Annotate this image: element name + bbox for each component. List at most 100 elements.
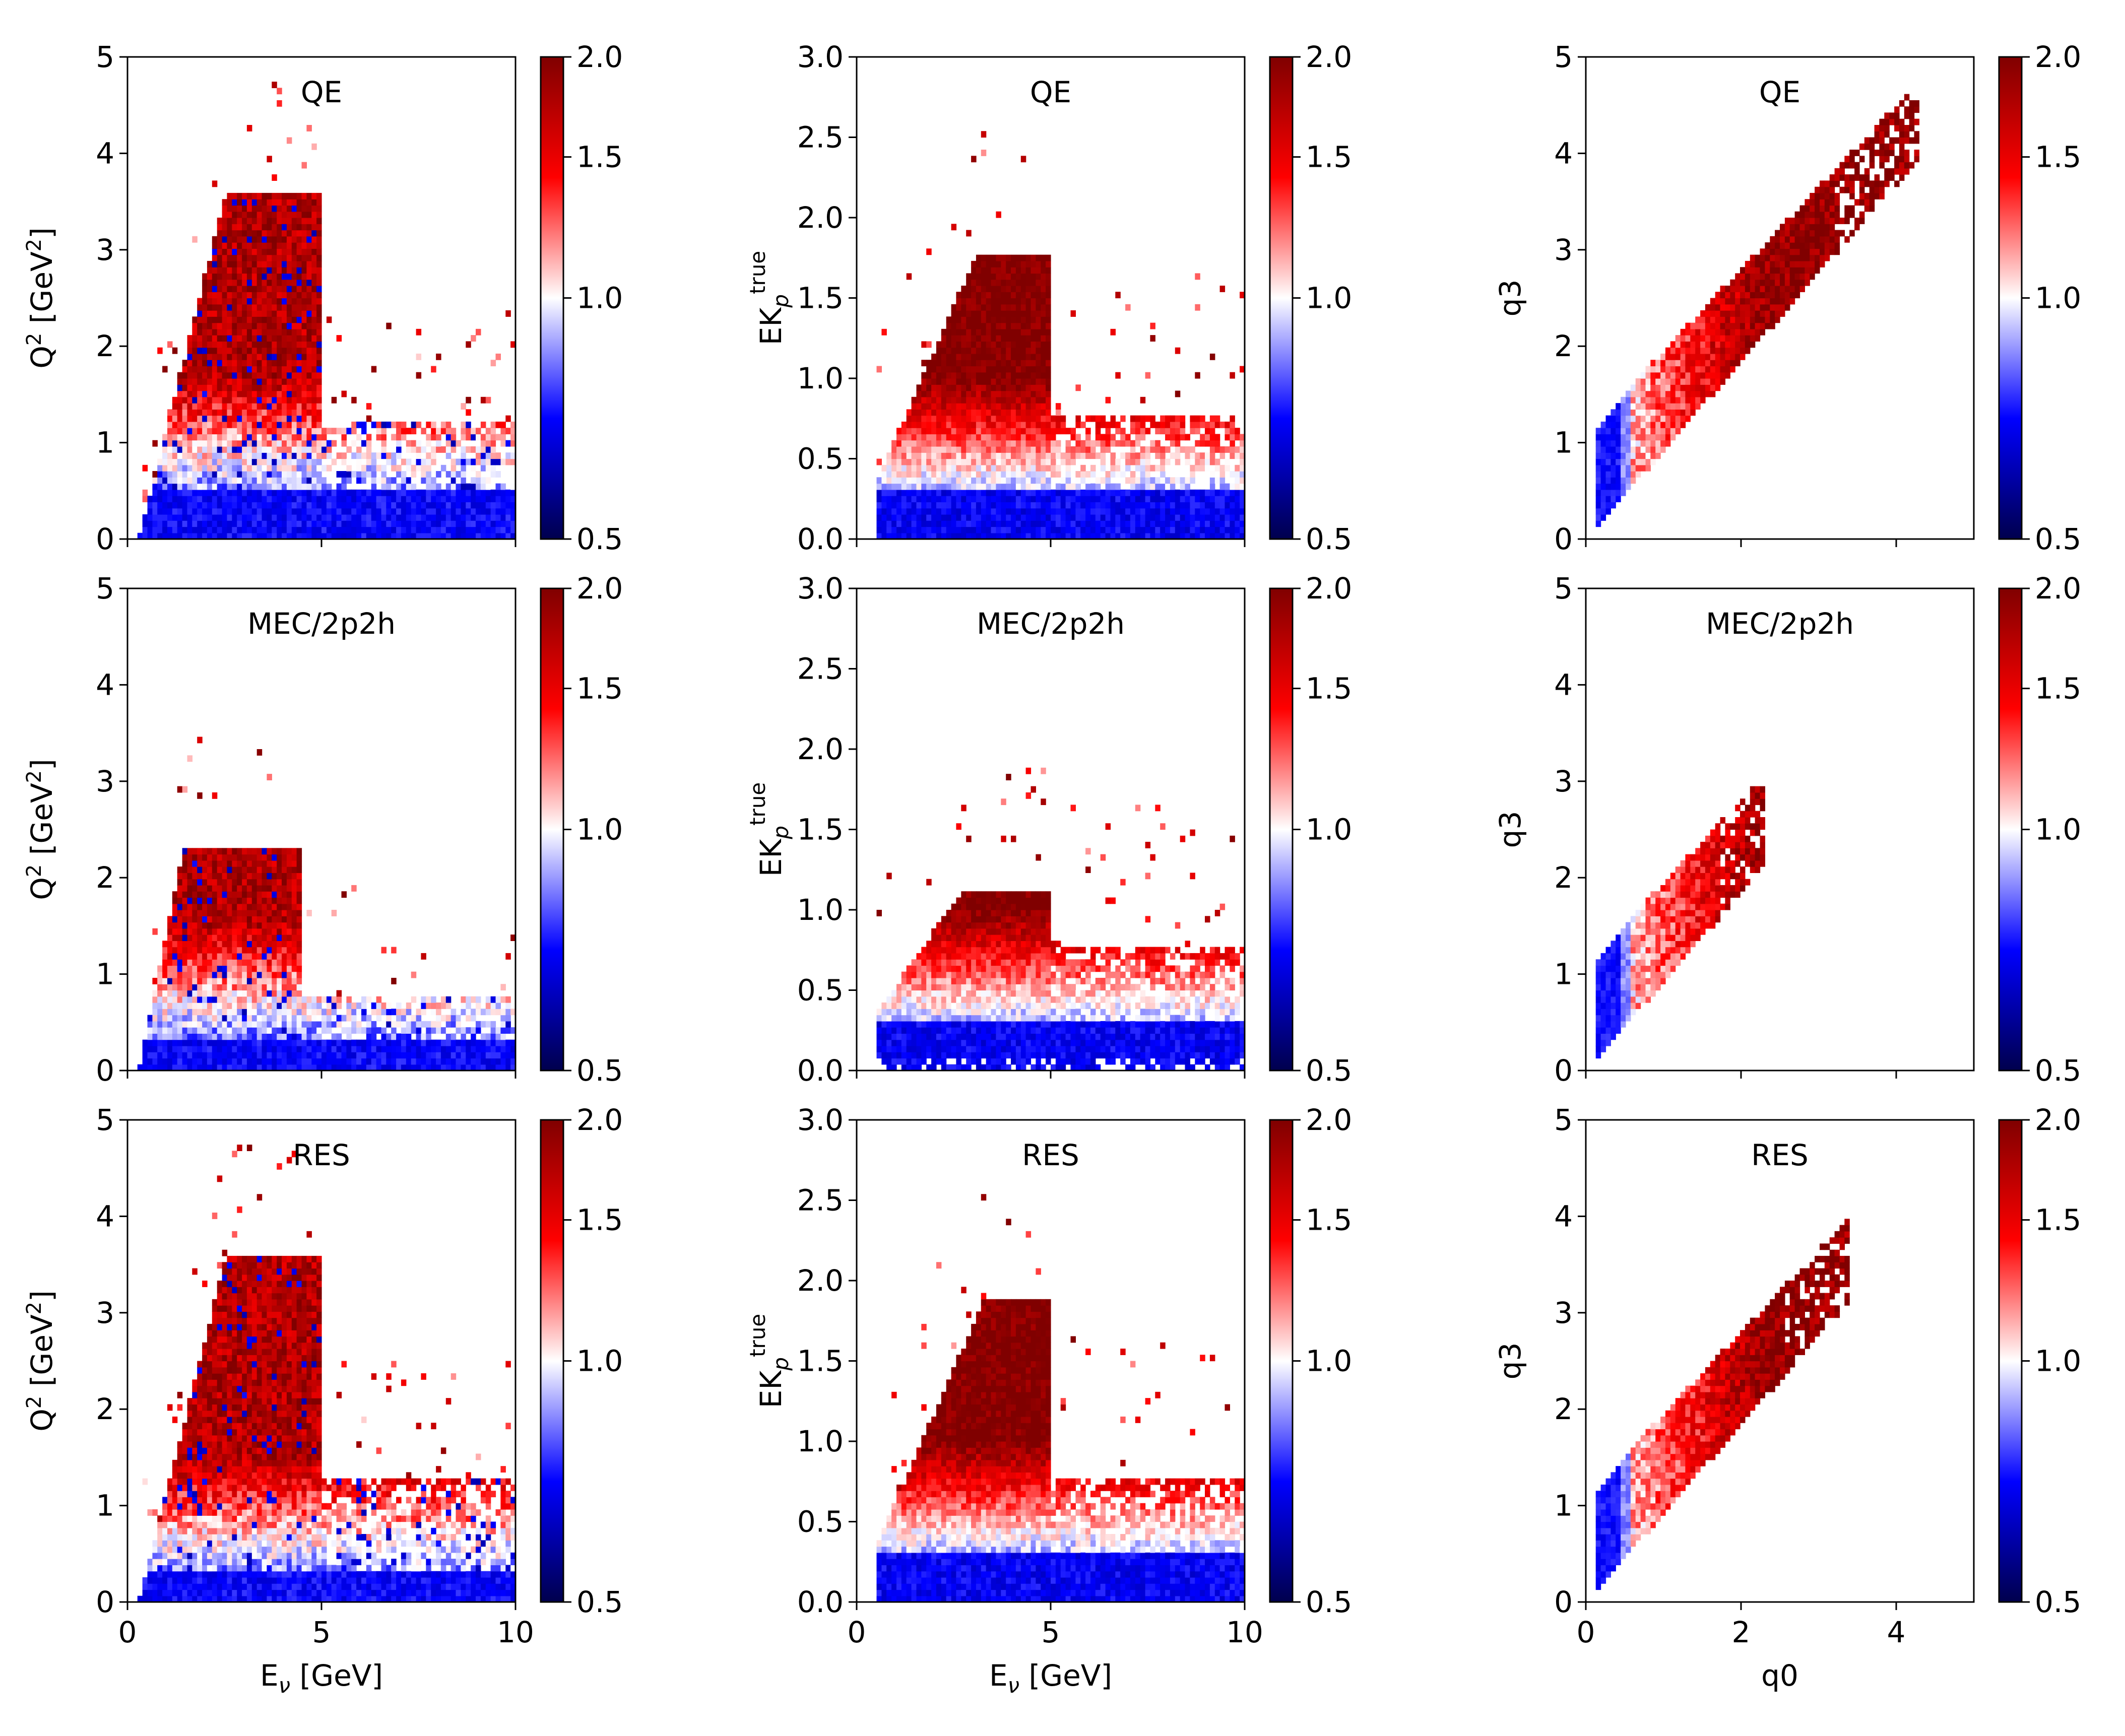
heatmap-cell <box>956 409 961 416</box>
heatmap-cell <box>956 390 961 397</box>
heatmap-cell <box>197 415 203 422</box>
heatmap-cell <box>207 322 213 329</box>
heatmap-cell <box>1240 532 1245 540</box>
heatmap-cell <box>986 304 992 311</box>
heatmap-cell <box>286 328 292 336</box>
heatmap-cell <box>306 434 312 441</box>
heatmap-cell <box>1780 267 1785 274</box>
heatmap-cell <box>267 372 272 379</box>
heatmap-cell <box>262 440 267 447</box>
heatmap-cell <box>1105 396 1111 404</box>
heatmap-cell <box>237 199 242 206</box>
heatmap-cell <box>306 304 312 311</box>
heatmap-cell <box>267 526 272 533</box>
heatmap-cell <box>256 230 263 237</box>
heatmap-cell <box>256 192 263 199</box>
heatmap-cell <box>1070 502 1076 509</box>
heatmap-cell <box>237 310 242 317</box>
heatmap-cell <box>272 415 277 422</box>
heatmap-cell <box>202 508 208 515</box>
heatmap-cell <box>1041 452 1046 459</box>
heatmap-cell <box>1626 390 1631 397</box>
heatmap-cell <box>246 403 252 410</box>
heatmap-cell <box>1036 415 1041 422</box>
heatmap-cell <box>1150 464 1155 472</box>
heatmap-cell <box>217 286 223 292</box>
heatmap-cell <box>1235 446 1240 453</box>
heatmap-cell <box>396 434 402 441</box>
heatmap-cell <box>1710 378 1716 385</box>
heatmap-cell <box>237 316 242 323</box>
heatmap-cell <box>1740 267 1746 274</box>
heatmap-cell <box>971 279 977 286</box>
heatmap-cell <box>202 409 208 416</box>
heatmap-cell <box>386 489 392 496</box>
heatmap-cell <box>1100 526 1106 533</box>
heatmap-cell <box>996 254 1001 261</box>
heatmap-cell <box>1715 304 1721 311</box>
heatmap-cell <box>966 341 972 348</box>
heatmap-cell <box>246 242 252 249</box>
heatmap-cell <box>406 514 412 521</box>
heatmap-cell <box>1095 508 1101 515</box>
heatmap-cell <box>421 489 426 496</box>
heatmap-cell <box>1001 273 1006 280</box>
heatmap-cell <box>1015 372 1021 379</box>
heatmap-cell <box>277 489 282 496</box>
heatmap-cell <box>1165 477 1171 484</box>
heatmap-cell <box>366 434 372 441</box>
heatmap-cell <box>1240 292 1245 299</box>
heatmap-cell <box>187 403 192 410</box>
heatmap-cell <box>1775 260 1780 268</box>
heatmap-cell <box>346 514 352 521</box>
heatmap-cell <box>495 514 501 521</box>
heatmap-cell <box>941 458 947 465</box>
heatmap-cell <box>361 489 367 496</box>
heatmap-cell <box>1046 335 1051 342</box>
heatmap-cell <box>926 341 932 348</box>
heatmap-cell <box>1001 452 1006 459</box>
heatmap-cell <box>316 477 322 484</box>
heatmap-cell <box>401 520 407 527</box>
heatmap-cell <box>1180 434 1186 441</box>
heatmap-cell <box>1849 205 1855 212</box>
heatmap-cell <box>1160 452 1166 459</box>
heatmap-cell <box>341 440 347 447</box>
heatmap-cell <box>1775 310 1780 317</box>
heatmap-cell <box>311 409 317 416</box>
heatmap-cell <box>1080 471 1086 478</box>
heatmap-cell <box>961 353 967 360</box>
heatmap-cell <box>172 434 178 441</box>
heatmap-cell <box>1140 464 1146 472</box>
heatmap-cell <box>1626 464 1631 472</box>
heatmap-cell <box>1630 446 1636 453</box>
heatmap-cell <box>1031 440 1036 447</box>
heatmap-cell <box>197 378 203 385</box>
heatmap-cell <box>1051 514 1056 521</box>
heatmap-cell <box>1235 496 1240 502</box>
heatmap-cell <box>187 409 192 416</box>
heatmap-cell <box>1214 502 1220 509</box>
heatmap-cell <box>1120 532 1126 540</box>
heatmap-cell <box>1055 415 1061 422</box>
heatmap-cell <box>1006 316 1011 323</box>
heatmap-cell <box>251 366 257 373</box>
heatmap-cell <box>510 532 516 540</box>
heatmap-cell <box>1725 322 1730 329</box>
heatmap-cell <box>921 477 927 484</box>
heatmap-cell <box>1100 514 1106 521</box>
heatmap-cell <box>1605 458 1611 465</box>
heatmap-cell <box>306 502 312 509</box>
heatmap-cell <box>480 532 486 540</box>
heatmap-cell <box>381 434 387 441</box>
heatmap-cell <box>1235 428 1240 435</box>
heatmap-cell <box>951 347 957 354</box>
heatmap-cell <box>222 390 228 397</box>
heatmap-cell <box>157 508 163 515</box>
heatmap-cell <box>272 298 277 305</box>
heatmap-cell <box>262 452 267 459</box>
heatmap-cell <box>931 353 937 360</box>
heatmap-cell <box>1805 224 1810 231</box>
heatmap-cell <box>991 428 996 435</box>
heatmap-cell <box>1869 186 1875 193</box>
